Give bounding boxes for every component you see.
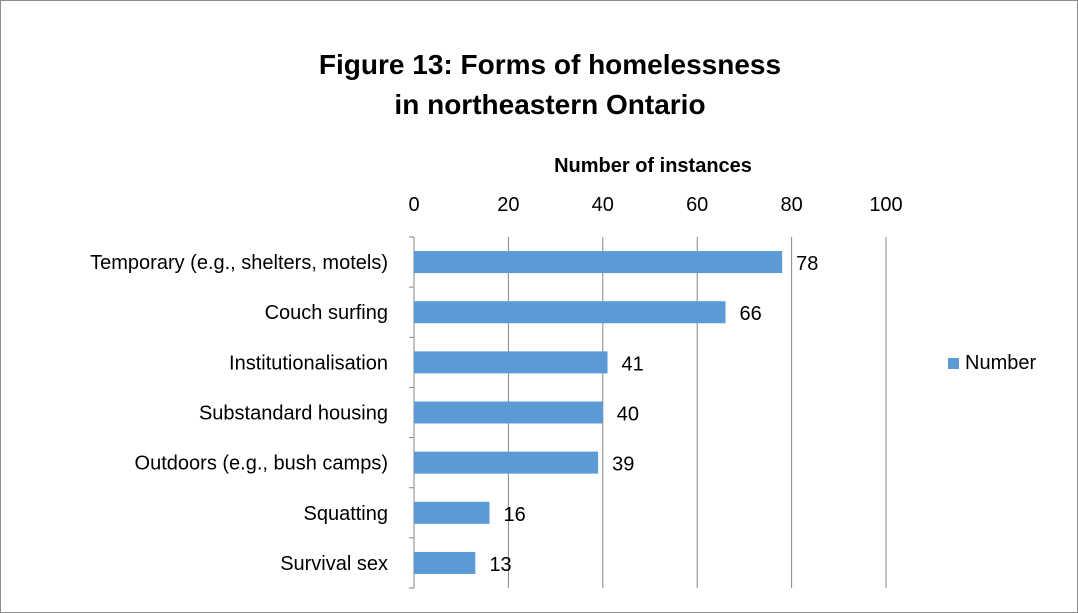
x-tick-label: 0 [408,194,419,216]
x-axis-title: Number of instances [554,155,752,177]
data-label: 66 [740,303,762,325]
category-label: Outdoors (e.g., bush camps) [135,453,388,475]
bar [414,401,603,424]
legend-swatch [948,358,959,369]
legend-label: Number [965,352,1037,374]
data-label: 16 [504,504,526,526]
x-tick-label: 20 [497,194,519,216]
chart-title-line-1: Figure 13: Forms of homelessness [318,49,782,80]
x-tick-label: 60 [686,194,708,216]
category-label: Temporary (e.g., shelters, motels) [90,252,388,274]
x-tick-label: 40 [592,194,614,216]
bar [414,501,490,524]
bar [414,351,608,374]
legend: Number [948,352,1036,375]
bar [414,451,599,474]
bar [414,301,726,324]
data-label: 39 [612,454,634,476]
chart-title-line-2: in northeastern Ontario [394,89,706,120]
chart-title: Figure 13: Forms of homelessness in nort… [0,45,1078,125]
data-label: 78 [796,253,818,275]
data-label: 40 [617,404,639,426]
bar [414,551,476,574]
x-tick-label: 80 [780,194,802,216]
data-label: 41 [622,353,644,375]
x-tick-label: 100 [869,194,902,216]
data-label: 13 [489,554,511,576]
category-label: Couch surfing [265,302,388,324]
category-label: Substandard housing [199,403,388,425]
category-label: Survival sex [280,553,388,575]
category-label: Institutionalisation [229,352,388,374]
bar [414,251,783,274]
category-label: Squatting [303,503,388,525]
